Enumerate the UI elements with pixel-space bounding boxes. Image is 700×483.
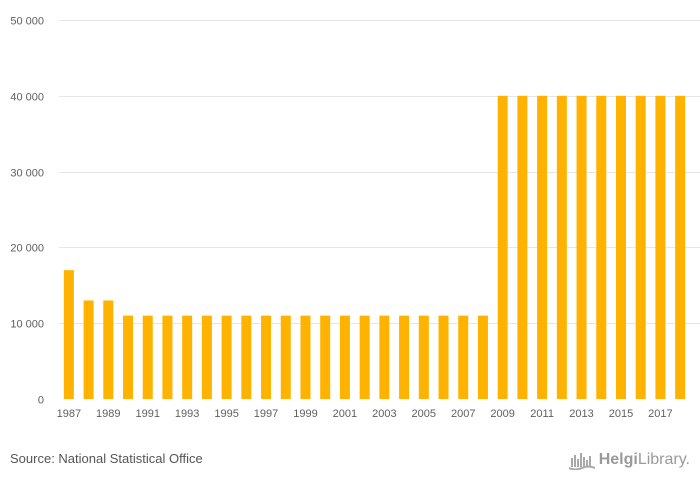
bar-2000 <box>320 315 331 399</box>
bar-2013 <box>576 95 587 400</box>
x-tick-label: 2015 <box>609 408 633 420</box>
bar-2007 <box>458 315 469 399</box>
bar-1998 <box>280 315 291 399</box>
bar-2005 <box>418 315 429 399</box>
helgi-library-logo-icon <box>568 453 595 470</box>
bar-2012 <box>556 95 567 400</box>
x-tick-label: 1991 <box>135 408 159 420</box>
bars <box>63 95 686 400</box>
bar-1995 <box>221 315 232 399</box>
bar-1993 <box>182 315 193 399</box>
bar-2001 <box>339 315 350 399</box>
bar-1989 <box>103 300 114 399</box>
x-tick-label: 1987 <box>57 408 81 420</box>
bar-1990 <box>123 315 134 399</box>
helgi-library-logo-text: HelgiLibrary. <box>599 451 690 469</box>
logo-text-library: Library. <box>637 451 690 468</box>
logo-text-helgi: Helgi <box>598 451 638 468</box>
x-tick-label: 2013 <box>569 408 593 420</box>
bar-2010 <box>517 95 528 400</box>
y-tick-label: 0 <box>38 395 44 407</box>
bar-2004 <box>399 315 410 399</box>
bar-chart: 0 10 000 20 000 30 000 40 000 50 000 1987 1989… <box>10 16 700 420</box>
chart-footer: Source: National Statistical Office Helg… <box>0 440 700 483</box>
bar-2016 <box>635 95 646 400</box>
bar-2015 <box>615 95 626 400</box>
x-tick-label: 1989 <box>96 408 120 420</box>
bar-1997 <box>261 315 272 399</box>
y-axis-ticks: 0 10 000 20 000 30 000 40 000 50 000 <box>10 16 44 407</box>
bar-1991 <box>142 315 153 399</box>
source-note: Source: National Statistical Office <box>10 451 203 466</box>
bar-1999 <box>300 315 311 399</box>
bar-2018 <box>675 95 686 400</box>
bar-1992 <box>162 315 173 399</box>
bar-2006 <box>438 315 449 399</box>
bar-1988 <box>83 300 94 399</box>
y-tick-label: 10 000 <box>10 319 44 331</box>
bar-1987 <box>63 270 74 399</box>
y-tick-label: 50 000 <box>10 16 44 28</box>
x-tick-label: 2001 <box>333 408 357 420</box>
x-tick-label: 2017 <box>648 408 672 420</box>
x-tick-label: 1993 <box>175 408 199 420</box>
gridlines <box>59 20 700 324</box>
bar-2017 <box>655 95 666 400</box>
bar-2003 <box>379 315 390 399</box>
bar-2002 <box>359 315 370 399</box>
bar-2009 <box>497 95 508 400</box>
y-tick-label: 40 000 <box>10 92 44 104</box>
x-tick-label: 1999 <box>293 408 317 420</box>
bar-2008 <box>477 315 488 399</box>
helgi-library-logo: HelgiLibrary. <box>568 448 690 472</box>
x-tick-label: 2005 <box>412 408 436 420</box>
x-tick-label: 2007 <box>451 408 475 420</box>
bar-2011 <box>537 95 548 400</box>
x-tick-label: 2009 <box>490 408 514 420</box>
x-axis-ticks: 1987 1989 1991 1993 1995 1997 1999 2001 2003 2005… <box>57 408 673 420</box>
bar-1996 <box>241 315 252 399</box>
y-tick-label: 30 000 <box>10 168 44 180</box>
x-tick-label: 2003 <box>372 408 396 420</box>
bar-1994 <box>201 315 212 399</box>
x-tick-label: 1997 <box>254 408 278 420</box>
x-tick-label: 2011 <box>530 408 554 420</box>
y-tick-label: 20 000 <box>10 243 44 255</box>
x-tick-label: 1995 <box>214 408 238 420</box>
bar-2014 <box>596 95 607 400</box>
